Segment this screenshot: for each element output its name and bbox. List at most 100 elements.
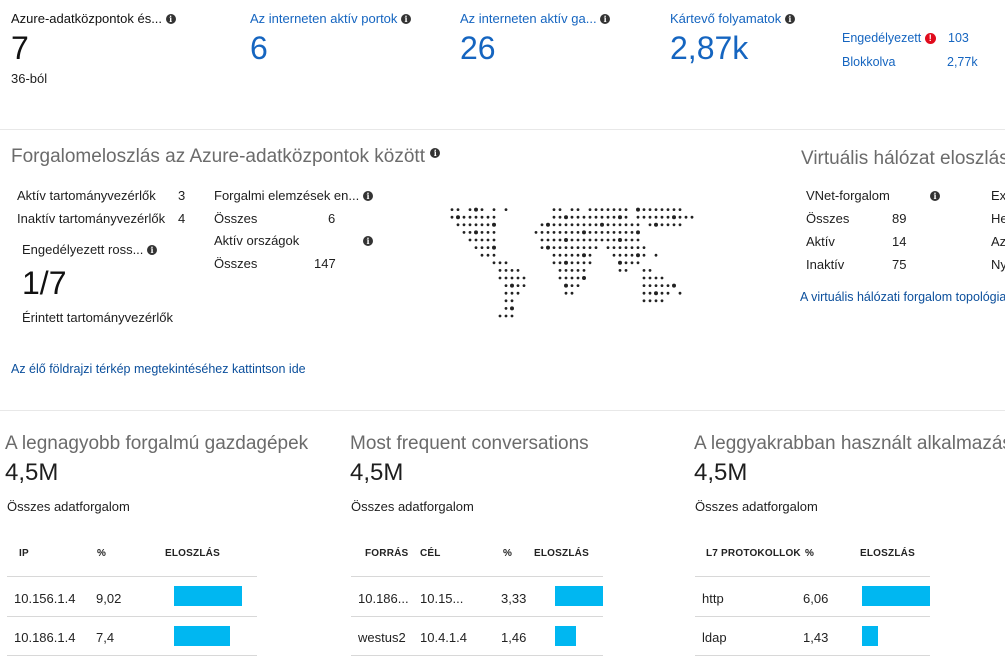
kpi-datacenters[interactable]: Azure-adatközpontok és... i 7 36-ból <box>11 11 181 86</box>
kpi-datacenters-value: 7 <box>11 30 29 66</box>
map-dot <box>594 223 598 227</box>
allowed-row[interactable]: Engedélyezett ! 103 <box>842 31 1002 45</box>
map-dot <box>558 261 562 265</box>
map-dot <box>504 276 508 280</box>
map-dot <box>618 231 622 234</box>
vnet-header-label: VNet-forgalom <box>806 188 890 203</box>
map-dot <box>636 253 640 258</box>
map-dot <box>642 276 646 280</box>
apps-row-0-proto[interactable]: http <box>702 591 724 606</box>
conversations-col-pct[interactable]: % <box>503 548 513 559</box>
map-dot <box>612 238 616 242</box>
kpi-active-hosts-label[interactable]: Az interneten aktív ga... <box>460 11 597 26</box>
top-hosts-row-1-ip[interactable]: 10.186.1.4 <box>14 630 76 645</box>
apps-col-dist[interactable]: ELOSZLÁS <box>860 548 915 559</box>
map-dot <box>612 215 616 219</box>
map-dot <box>618 269 622 272</box>
conversations-value: 4,5M <box>350 459 404 486</box>
apps-col-proto[interactable]: L7 PROTOKOLLOK <box>706 548 801 559</box>
map-dot <box>612 231 616 234</box>
map-dot <box>582 246 586 249</box>
kpi-malicious-flows-label[interactable]: Kártevő folyamatok <box>670 11 782 26</box>
top-hosts-col-ip[interactable]: IP <box>19 548 29 559</box>
map-dot <box>474 215 478 219</box>
map-dot <box>546 222 550 227</box>
map-dot <box>624 231 628 234</box>
map-dot <box>558 276 562 280</box>
vnet-topology-link[interactable]: A virtuális hálózati forgalom topológia <box>800 290 1005 304</box>
map-dot <box>624 215 628 219</box>
map-dot <box>450 215 454 219</box>
map-dot <box>462 231 466 234</box>
conversations-row-1-dst[interactable]: 10.4.1.4 <box>420 630 467 645</box>
map-dot <box>510 283 514 288</box>
map-dot <box>666 208 670 211</box>
info-icon[interactable]: i <box>600 14 611 24</box>
info-icon[interactable]: i <box>430 148 441 158</box>
info-icon[interactable]: i <box>784 14 795 24</box>
conversations-row-0-src[interactable]: 10.186... <box>358 591 409 606</box>
kpi-malicious-flows-value[interactable]: 2,87k <box>670 30 749 66</box>
world-map[interactable] <box>436 198 694 324</box>
conversations-row-0-dst[interactable]: 10.15... <box>420 591 464 606</box>
kpi-datacenters-label: Azure-adatközpontok és... <box>11 11 163 26</box>
map-dot <box>558 208 562 211</box>
allowed-value[interactable]: 103 <box>948 31 969 45</box>
map-dot <box>612 208 616 211</box>
info-icon[interactable]: i <box>401 14 412 24</box>
kpi-open-ports[interactable]: Az interneten aktív portok i 6 <box>250 11 430 67</box>
kpi-open-ports-value[interactable]: 6 <box>250 30 268 66</box>
vnet-right-col-1: He <box>991 211 1005 226</box>
map-dot <box>456 215 460 220</box>
top-hosts-row-0-ip[interactable]: 10.156.1.4 <box>14 591 76 606</box>
map-dot <box>540 238 544 242</box>
map-dot <box>558 223 562 227</box>
kpi-active-hosts[interactable]: Az interneten aktív ga... i 26 <box>460 11 640 67</box>
apps-col-pct[interactable]: % <box>805 548 815 559</box>
info-icon[interactable]: i <box>363 236 373 246</box>
live-map-link[interactable]: Az élő földrajzi térkép megtekintéséhez … <box>11 362 306 376</box>
map-dot <box>504 284 508 287</box>
blocked-label[interactable]: Blokkolva <box>842 55 896 69</box>
conversations-col-dist[interactable]: ELOSZLÁS <box>534 548 589 559</box>
map-dot <box>624 269 628 272</box>
kpi-active-hosts-value[interactable]: 26 <box>460 30 496 66</box>
top-hosts-col-dist[interactable]: ELOSZLÁS <box>165 548 220 559</box>
map-dot <box>648 284 652 287</box>
map-dot <box>510 299 514 303</box>
info-icon[interactable]: i <box>165 14 176 24</box>
kpi-open-ports-label[interactable]: Az interneten aktív portok <box>250 11 398 26</box>
apps-row-1-proto[interactable]: ldap <box>702 630 727 645</box>
map-dot <box>516 276 520 280</box>
map-dot <box>504 314 508 318</box>
map-dot <box>564 231 568 234</box>
map-dot <box>570 208 574 211</box>
map-dot <box>654 299 658 303</box>
map-dot <box>672 208 676 211</box>
blocked-row[interactable]: Blokkolva 2,77k <box>842 55 1002 69</box>
map-dot <box>582 238 586 242</box>
blocked-value[interactable]: 2,77k <box>947 55 978 69</box>
map-dot <box>468 238 472 242</box>
conversations-col-src[interactable]: FORRÁS <box>365 548 409 559</box>
map-dot <box>570 246 574 249</box>
conversations-row-1-src[interactable]: westus2 <box>358 630 406 645</box>
apps-title: A leggyakrabban használt alkalmazás <box>694 433 1005 454</box>
top-hosts-col-pct[interactable]: % <box>97 548 107 559</box>
map-dot <box>474 223 478 227</box>
kpi-malicious-flows[interactable]: Kártevő folyamatok i 2,87k <box>670 11 830 67</box>
map-dot <box>504 208 508 211</box>
map-dot <box>660 291 664 295</box>
info-icon[interactable]: i <box>930 191 940 201</box>
row-divider <box>695 576 930 577</box>
info-icon[interactable]: i <box>363 191 373 201</box>
allowed-label[interactable]: Engedélyezett <box>842 31 922 45</box>
analytics-label: Forgalmi elemzések en... <box>214 188 360 203</box>
conversations-col-dst[interactable]: CÉL <box>420 548 441 559</box>
misconfigured-label-row: Engedélyezett ross... i <box>22 242 158 257</box>
map-dot <box>480 238 484 242</box>
map-dot <box>498 269 502 272</box>
map-dot <box>564 260 568 265</box>
map-dot <box>480 253 484 257</box>
info-icon[interactable]: i <box>147 245 158 255</box>
